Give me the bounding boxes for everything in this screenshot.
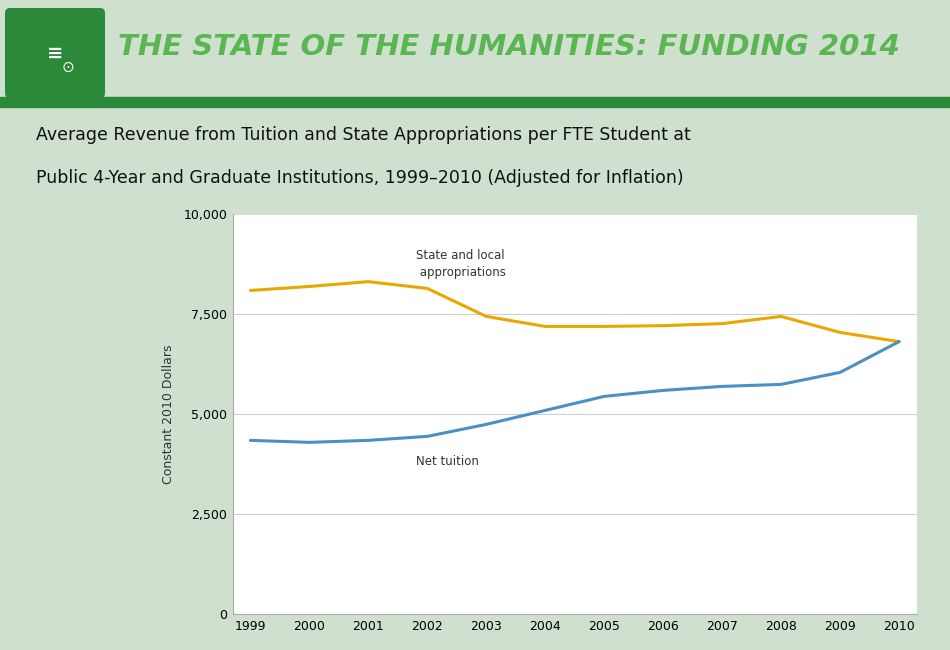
Bar	[0, 98, 950, 107]
Text: Average Revenue from Tuition and State Appropriations per FTE Student at: Average Revenue from Tuition and State A…	[36, 125, 691, 144]
Text: Net tuition: Net tuition	[415, 455, 479, 468]
Text: ⊙: ⊙	[62, 60, 74, 75]
Text: State and local
 appropriations: State and local appropriations	[415, 250, 505, 280]
Text: THE STATE OF THE HUMANITIES: FUNDING 2014: THE STATE OF THE HUMANITIES: FUNDING 201…	[118, 33, 900, 61]
Text: ≡: ≡	[47, 44, 64, 62]
Text: Public 4-Year and Graduate Institutions, 1999–2010 (Adjusted for Inflation): Public 4-Year and Graduate Institutions,…	[36, 169, 684, 187]
Y-axis label: Constant 2010 Dollars: Constant 2010 Dollars	[162, 344, 175, 484]
FancyBboxPatch shape	[5, 8, 105, 98]
